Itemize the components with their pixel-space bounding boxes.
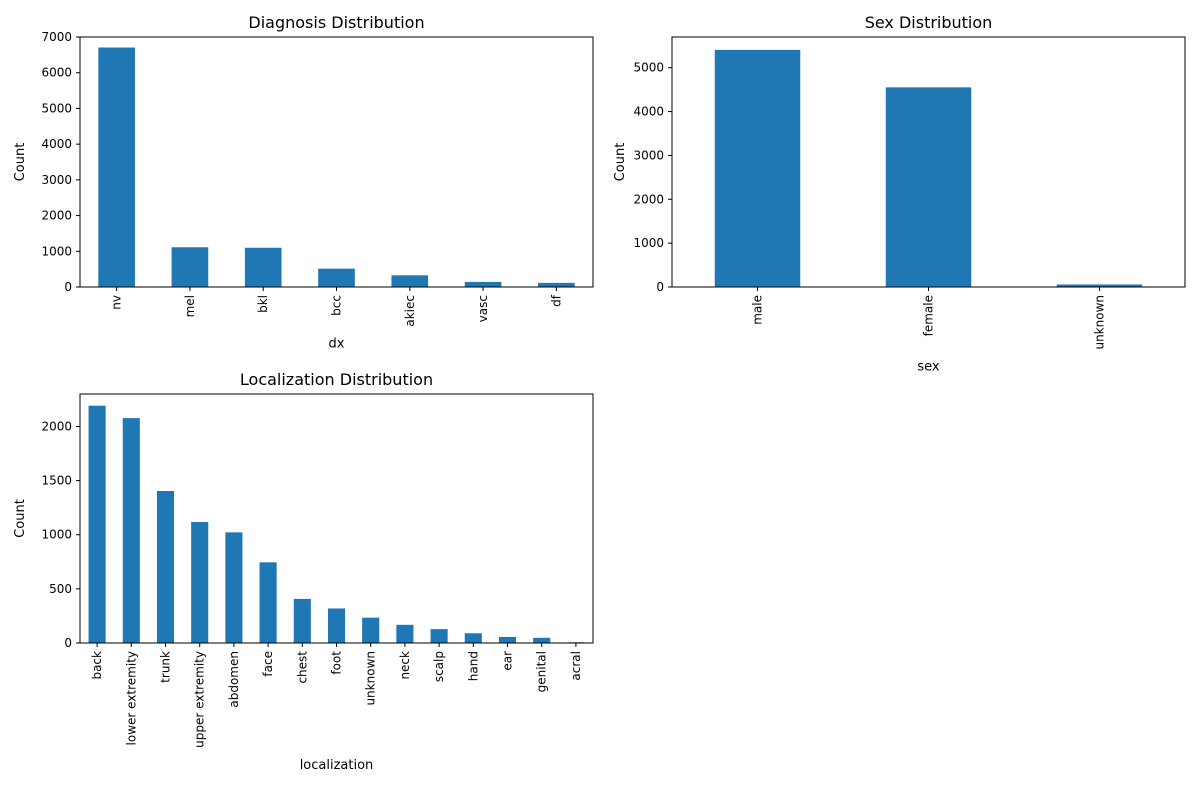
x-axis-label: sex [917,360,940,375]
y-axis-label: Count [13,143,28,182]
x-tick-label: acral [569,651,583,681]
y-tick-label: 3000 [633,148,664,162]
chart-title: Diagnosis Distribution [248,13,424,32]
x-tick-label: face [261,651,275,677]
bar-bcc [318,268,355,287]
y-axis-label: Count [613,143,628,182]
bar-scalp [430,629,448,643]
bar-ear [498,636,517,643]
bar-vasc [464,281,502,287]
x-tick-label: foot [330,651,344,675]
bar-mel [171,247,209,287]
x-tick-label: bcc [330,295,344,316]
y-tick-label: 5000 [633,61,664,75]
bar-face [259,562,277,643]
x-tick-label: trunk [159,651,173,683]
bar-genital [533,637,551,643]
plot-frame [79,36,594,288]
bar-trunk [156,491,175,643]
x-tick-label: upper extremity [193,651,207,748]
bar-hand [464,633,482,643]
x-tick-label: nv [110,295,124,310]
y-tick-label: 1000 [633,236,664,250]
bar-nv [98,47,135,288]
x-axis-label: dx [329,337,345,352]
x-tick-label: vasc [476,295,490,322]
y-tick-label: 0 [656,280,664,294]
x-tick-label: mel [183,295,197,317]
y-tick-label: 4000 [633,105,664,119]
bar-back [88,405,106,643]
x-tick-label: unknown [1093,295,1107,350]
y-tick-label: 500 [49,582,72,596]
chart-sex: 0 1000 2000 3000 4000 5000 male female unknown Se… [613,13,1186,375]
x-tick-label: male [751,295,765,325]
x-tick-label: neck [398,651,412,680]
chart-localization: 0 500 1000 1500 2000 back lower extremity trunk… [13,370,594,773]
x-tick-label: female [922,295,936,336]
x-tick-label: df [549,294,563,307]
bar-male [714,49,801,287]
bar-upper-extremity [191,521,209,643]
bar-lower-extremity [122,418,140,643]
bar-unknown [362,617,380,643]
y-tick-label: 5000 [41,101,72,115]
y-tick-label: 2000 [41,419,72,433]
x-tick-label: ear [501,651,515,671]
y-tick-label: 7000 [41,30,72,44]
y-tick-label: 3000 [41,173,72,187]
bar-unknown [1056,284,1143,287]
y-tick-label: 1500 [41,474,72,488]
y-tick-label: 4000 [41,137,72,151]
x-axis-label: localization [300,758,374,773]
bar-female [885,87,972,287]
bar-foot [327,608,346,643]
y-tick-label: 0 [64,636,72,650]
y-tick-label: 0 [64,280,72,294]
x-tick-label: chest [295,651,309,684]
chart-dx: 0 1000 2000 3000 4000 5000 6000 7000 nv mel bkl bcc… [13,13,594,352]
bar-chest [293,598,311,643]
y-tick-label: 1000 [41,528,72,542]
x-tick-label: scalp [432,651,446,682]
x-tick-label: hand [466,651,480,681]
x-tick-label: abdomen [227,651,241,708]
bar-akiec [391,275,429,287]
x-tick-label: akiec [403,295,417,327]
y-axis-label: Count [13,499,28,538]
y-tick-label: 2000 [633,192,664,206]
bar-bkl [244,247,282,287]
y-tick-label: 2000 [41,209,72,223]
bar-neck [396,624,414,643]
y-tick-label: 1000 [41,244,72,258]
x-tick-label: unknown [364,651,378,706]
bar-df [538,282,575,287]
y-tick-label: 6000 [41,66,72,80]
x-tick-label: genital [535,651,549,692]
x-tick-label: bkl [256,295,270,313]
chart-title: Localization Distribution [240,370,433,389]
x-tick-label: back [90,651,104,680]
bar-abdomen [225,532,243,643]
chart-title: Sex Distribution [865,13,993,32]
x-tick-label: lower extremity [124,651,138,745]
